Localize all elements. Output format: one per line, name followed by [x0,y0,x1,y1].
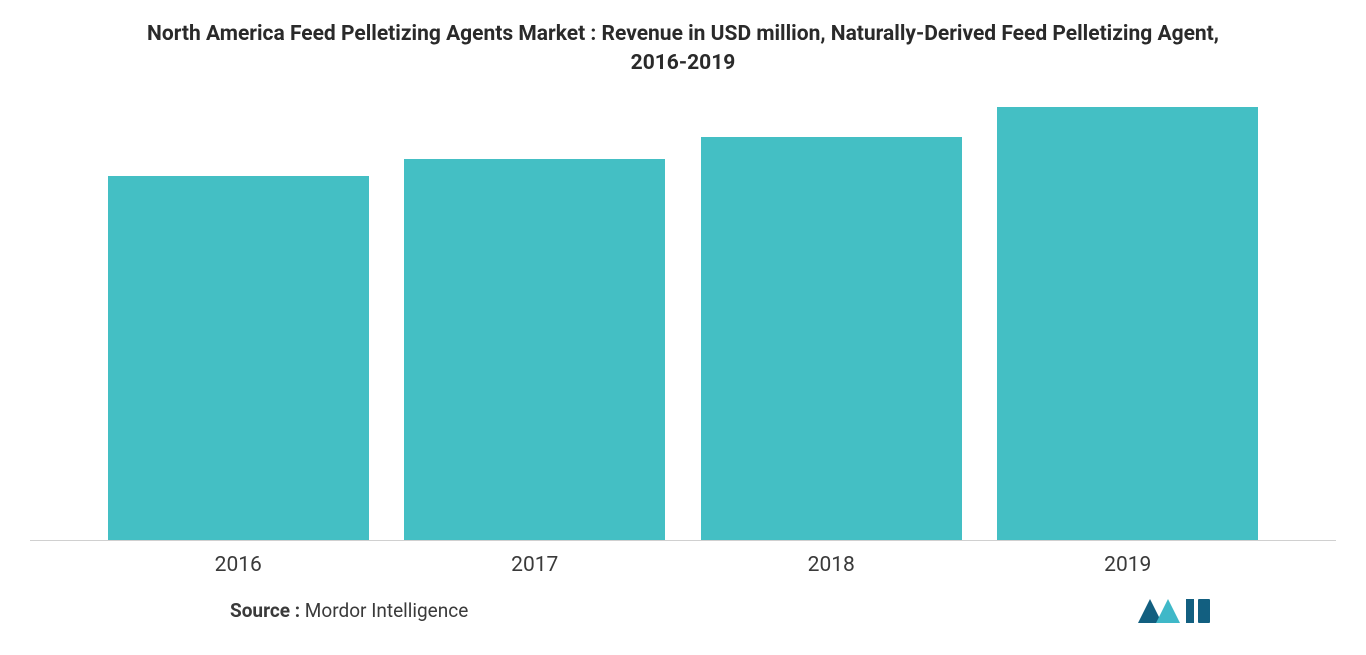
mordor-logo-icon [1136,595,1216,625]
chart-title: North America Feed Pelletizing Agents Ma… [30,20,1336,79]
source-value: Mordor Intelligence [300,599,468,622]
bar-wrap-2016 [108,107,369,540]
xlabel-2: 2018 [701,553,962,577]
source-label: Source : [230,599,300,622]
bar-wrap-2019 [997,107,1258,540]
x-axis-labels: 2016 2017 2018 2019 [30,541,1336,577]
bar-2019 [997,107,1258,540]
source-attribution: Source : Mordor Intelligence [230,599,468,622]
bar-wrap-2017 [404,107,665,540]
title-line-2: 2016-2019 [631,51,736,75]
bar-2017 [404,159,665,540]
footer: Source : Mordor Intelligence [30,577,1336,625]
bar-wrap-2018 [701,107,962,540]
title-line-1: North America Feed Pelletizing Agents Ma… [147,22,1219,46]
bar-2016 [108,176,369,540]
xlabel-3: 2019 [997,553,1258,577]
bar-2018 [701,137,962,540]
plot-area [30,87,1336,541]
chart-container: North America Feed Pelletizing Agents Ma… [0,0,1366,655]
xlabel-0: 2016 [108,553,369,577]
xlabel-1: 2017 [404,553,665,577]
